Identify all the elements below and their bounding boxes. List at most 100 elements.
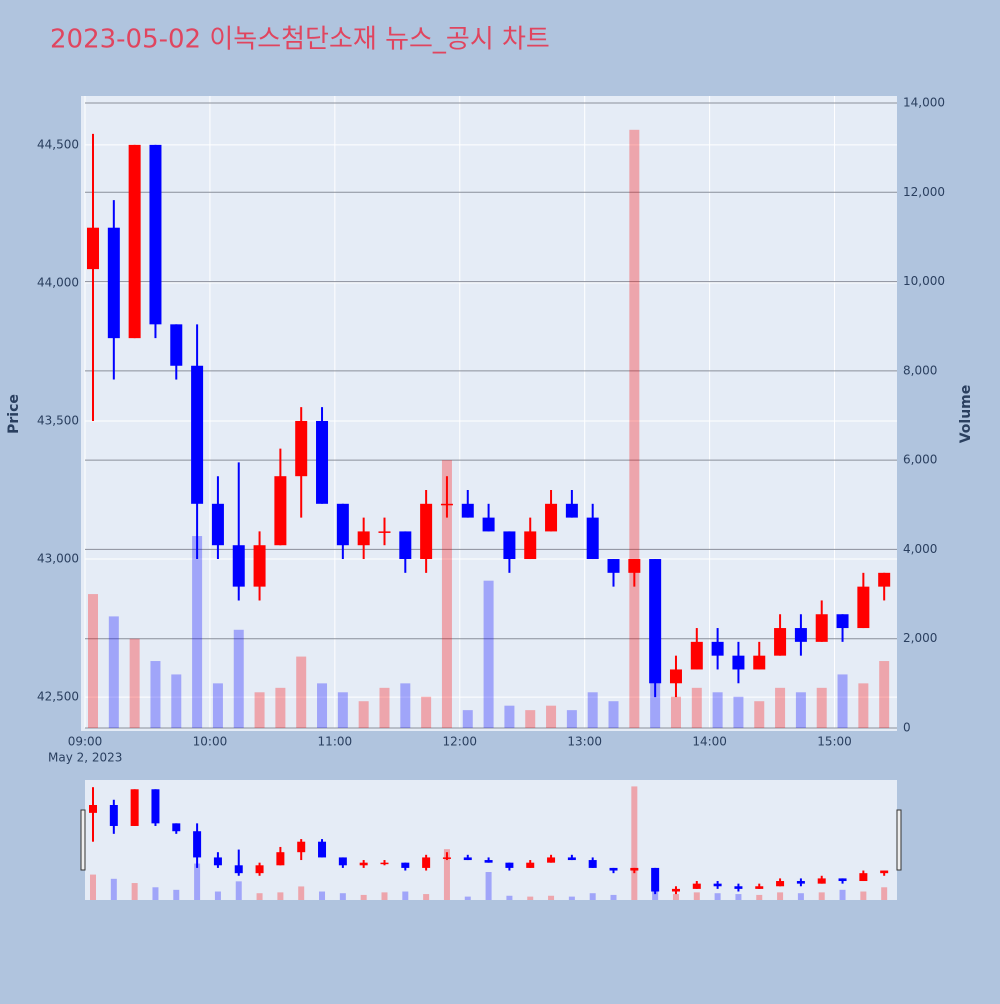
mini-candle-body bbox=[213, 857, 222, 866]
mini-candle-body bbox=[796, 881, 805, 884]
mini-volume-bar bbox=[881, 887, 888, 900]
candle-body bbox=[170, 324, 183, 366]
mini-volume-bar bbox=[110, 878, 117, 900]
mini-volume-bar bbox=[548, 895, 555, 900]
candle-body bbox=[274, 476, 287, 546]
mini-candle-body bbox=[692, 883, 701, 889]
candle-body bbox=[87, 227, 99, 270]
mini-candle-body bbox=[255, 865, 264, 874]
mini-candle-body bbox=[630, 867, 639, 871]
mini-candle-body bbox=[338, 857, 347, 866]
volume-bar bbox=[691, 687, 702, 728]
mini-volume-bar bbox=[214, 891, 221, 900]
y-tick-label: 43,000 bbox=[37, 552, 79, 566]
volume-bar bbox=[192, 536, 203, 728]
mini-volume-bar bbox=[839, 889, 846, 900]
volume-bar bbox=[775, 687, 786, 728]
candle-body bbox=[399, 531, 412, 560]
mini-volume-bar bbox=[339, 893, 346, 900]
candle-body bbox=[649, 559, 662, 684]
mini-candle-body bbox=[817, 878, 826, 884]
volume-bar bbox=[795, 692, 806, 728]
y-tick-label: 43,500 bbox=[37, 413, 79, 427]
volume-bar bbox=[212, 683, 223, 728]
mini-candle-body bbox=[463, 857, 472, 861]
mini-volume-bar bbox=[777, 892, 784, 900]
candle-body bbox=[836, 614, 849, 629]
candle-body bbox=[357, 531, 370, 546]
mini-candle-body bbox=[172, 823, 181, 832]
volume-bar bbox=[504, 705, 515, 728]
mini-candle-body bbox=[276, 852, 285, 866]
volume-bar bbox=[546, 705, 557, 728]
volume-bar bbox=[129, 638, 140, 728]
candle-body bbox=[565, 503, 578, 518]
mini-candle-body bbox=[505, 862, 514, 868]
range-slider[interactable] bbox=[85, 780, 897, 900]
volume-bar bbox=[441, 460, 452, 728]
mini-volume-bar bbox=[797, 893, 804, 900]
mini-volume-bar bbox=[714, 893, 721, 900]
candle-body bbox=[107, 227, 120, 339]
mini-volume-bar bbox=[693, 892, 700, 900]
volume-bar bbox=[400, 683, 411, 728]
mini-volume-bar bbox=[464, 896, 471, 900]
mini-candle-body bbox=[671, 888, 680, 892]
mini-candle-body bbox=[838, 878, 847, 882]
mini-candle-body bbox=[776, 881, 785, 887]
mini-candle-body bbox=[651, 867, 660, 892]
candle-body bbox=[628, 559, 641, 573]
mini-volume-bar bbox=[652, 889, 659, 900]
mini-candle-body bbox=[547, 857, 556, 863]
volume-bar bbox=[108, 616, 119, 728]
y2-tick-label: 8,000 bbox=[903, 363, 937, 377]
mini-candle-body bbox=[401, 862, 410, 868]
mini-volume-bar bbox=[381, 892, 388, 900]
volume-bar bbox=[879, 661, 890, 728]
volume-bar bbox=[358, 701, 369, 728]
mini-volume-bar bbox=[672, 894, 679, 900]
mini-volume-bar bbox=[735, 894, 742, 900]
candle-body bbox=[211, 503, 224, 546]
volume-bar bbox=[816, 687, 827, 728]
volume-bar bbox=[566, 710, 577, 728]
mini-volume-bar bbox=[506, 895, 513, 900]
y2-tick-label: 4,000 bbox=[903, 542, 937, 556]
mini-volume-bar bbox=[90, 874, 96, 900]
mini-candle-body bbox=[151, 789, 160, 824]
candle-body bbox=[149, 144, 162, 325]
x-tick-label: 13:00 bbox=[567, 735, 602, 749]
volume-bar bbox=[858, 683, 869, 728]
y-tick-label: 42,500 bbox=[37, 690, 79, 704]
mini-candle-body bbox=[193, 831, 202, 858]
candle-body bbox=[545, 503, 558, 532]
candle-body bbox=[815, 614, 828, 642]
mini-volume-bar bbox=[235, 881, 242, 900]
mini-volume-bar bbox=[631, 786, 638, 900]
mini-volume-bar bbox=[589, 893, 596, 900]
mini-candle-body bbox=[609, 867, 618, 871]
candle-body bbox=[232, 545, 245, 587]
volume-bar bbox=[733, 696, 744, 728]
y2-axis-title: Volume bbox=[958, 385, 974, 444]
mini-candle-body bbox=[109, 805, 118, 826]
volume-bar bbox=[712, 692, 723, 728]
mini-candle-body bbox=[297, 841, 306, 853]
y2-tick-label: 6,000 bbox=[903, 453, 937, 467]
candle-body bbox=[295, 420, 308, 477]
mini-candle-body bbox=[318, 841, 327, 858]
range-handle-left[interactable] bbox=[80, 809, 86, 871]
candle-body bbox=[857, 586, 870, 629]
plot-area bbox=[81, 96, 897, 731]
x-tick-label: 14:00 bbox=[692, 735, 727, 749]
candle-body bbox=[253, 545, 266, 587]
mini-candle-body bbox=[484, 860, 493, 863]
candle-body bbox=[128, 144, 141, 339]
candle-body bbox=[774, 628, 787, 656]
mini-volume-bar bbox=[298, 886, 305, 900]
range-handle-right[interactable] bbox=[896, 809, 902, 871]
mini-candle-body bbox=[234, 865, 243, 874]
volume-bar bbox=[483, 580, 494, 728]
volume-bar bbox=[462, 710, 473, 728]
mini-candle-body bbox=[859, 873, 868, 882]
